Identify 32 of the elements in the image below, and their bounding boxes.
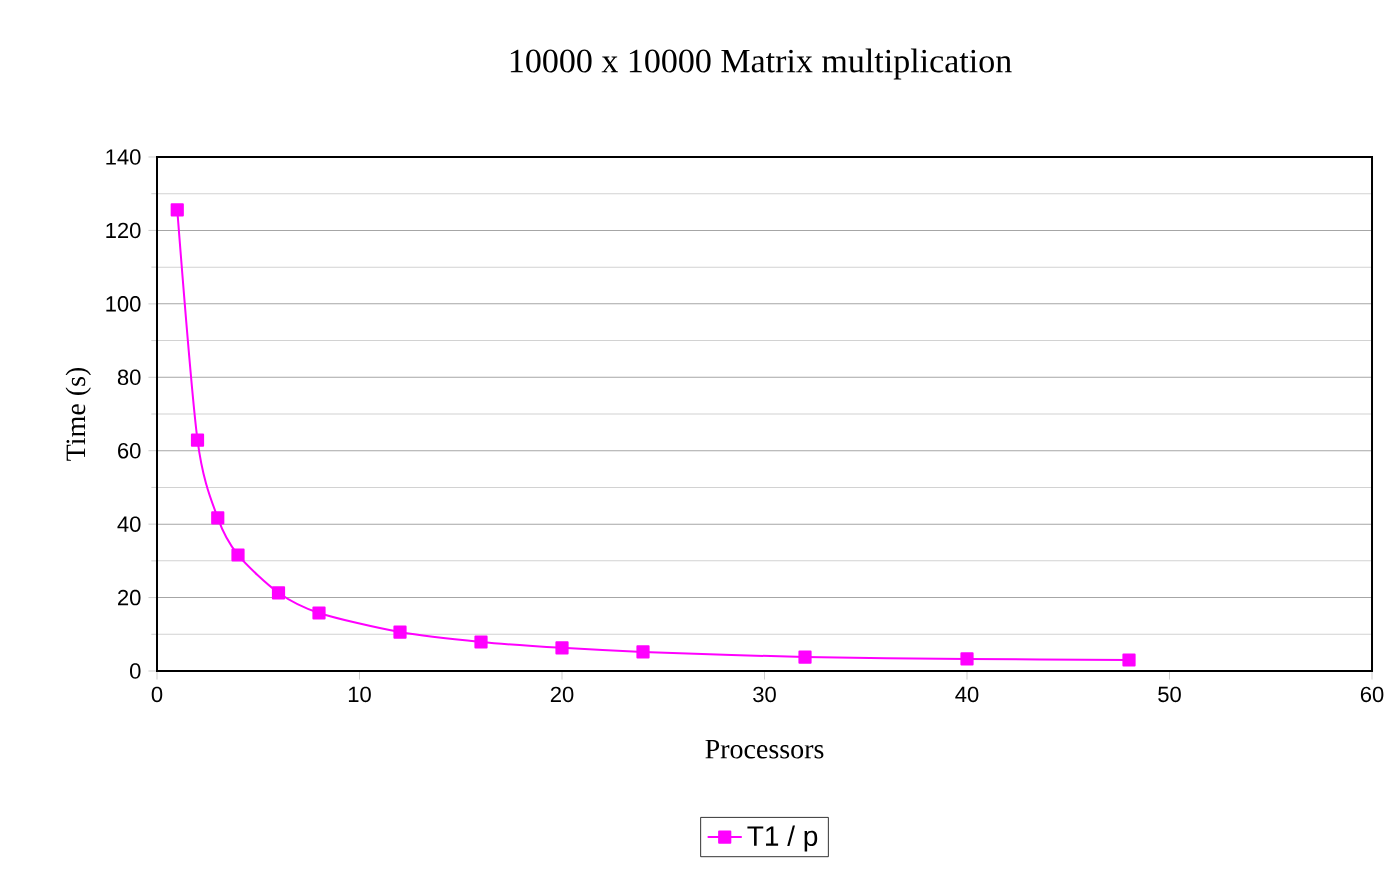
x-tick-label: 50 <box>1158 686 1181 703</box>
point <box>190 433 205 447</box>
point <box>1122 653 1136 667</box>
x-tick-label: 20 <box>550 686 574 703</box>
y-tick-label: 120 <box>106 222 141 239</box>
x-tick-label: 0 <box>151 686 163 703</box>
y-tick-label: 140 <box>106 149 141 165</box>
x-tick-label: 40 <box>955 686 979 703</box>
point <box>170 203 184 217</box>
y-axis-title: Time (s) <box>65 367 91 461</box>
point <box>960 652 974 666</box>
point <box>474 635 488 649</box>
point <box>271 586 286 600</box>
legend-label: T1 / p <box>747 825 818 852</box>
y-tick-label: 40 <box>117 516 141 532</box>
y-tick-label: 60 <box>118 442 141 459</box>
y-tick-label: 100 <box>106 296 141 312</box>
point <box>312 606 326 620</box>
x-tick-label: 30 <box>753 686 776 703</box>
point <box>798 650 812 664</box>
y-tick-label: 20 <box>118 589 141 606</box>
y-tick-label: 80 <box>117 369 141 386</box>
x-tick-label: 10 <box>348 686 371 703</box>
point <box>555 641 569 655</box>
point <box>211 511 225 525</box>
point <box>636 645 650 659</box>
x-axis-title: Processors <box>705 739 824 759</box>
x-tick-label: 60 <box>1360 686 1384 703</box>
y-tick-label: 0 <box>130 663 141 679</box>
point <box>393 625 407 639</box>
chart-title: 10000 x 10000 Matrix multiplication <box>510 48 1012 80</box>
point <box>231 548 245 562</box>
